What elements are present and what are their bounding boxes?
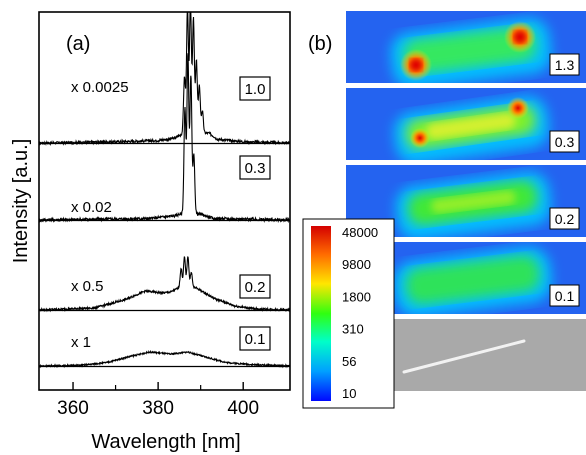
power-label: 0.2 [245,279,266,296]
multiplier-label: x 0.0025 [71,79,129,96]
colorbar-tick-label: 10 [342,386,356,401]
colorbar-tick-label: 9800 [342,257,371,272]
multiplier-label: x 1 [71,334,91,351]
map-label: 0.2 [555,211,575,227]
spectrum-line [39,349,290,369]
map-label-box [549,207,580,230]
power-label: 1.0 [245,81,266,98]
multiplier-label: x 0.02 [71,199,112,216]
x-tick-label: 360 [57,398,89,419]
emission-map [346,88,586,160]
map-label: 0.1 [555,288,575,304]
spectrum-line [39,12,290,147]
power-box [239,274,271,299]
x-tick-label: 380 [142,398,174,419]
maps-panel: (b) [302,11,586,409]
panel-label-a: (a) [66,33,90,55]
x-axis-label: Wavelength [nm] [91,431,240,453]
map-label: 1.3 [555,57,575,73]
power-box [239,155,271,180]
colorbar-tick-label: 310 [342,322,364,337]
colorbar-scale [311,226,331,401]
emission-map [346,11,586,83]
colorbar-tick-label: 56 [342,354,356,369]
plot-frame [38,11,291,391]
power-label: 0.3 [245,160,266,177]
power-label: 0.1 [245,331,266,348]
map-label-box [549,53,580,76]
panel-label-b: (b) [308,33,332,55]
y-axis-label: Intensity [a.u.] [10,139,32,264]
colorbar: 48000 9800 1800 310 56 10 [302,218,395,409]
power-box [239,326,271,351]
multiplier-label: x 0.5 [71,278,104,295]
colorbar-tick-label: 48000 [342,225,378,240]
x-tick-label: 400 [227,398,259,419]
colorbar-tick-label: 1800 [342,289,371,304]
spectrum-line [39,256,290,313]
map-label-box [549,130,580,153]
power-box [239,76,271,101]
map-label-box [549,284,580,307]
spectra-panel: 360 380 400 (a) x 0.0025 1.0 x 0.02 0.3 x 0.5 0… [10,11,291,453]
map-label: 0.3 [555,134,575,150]
